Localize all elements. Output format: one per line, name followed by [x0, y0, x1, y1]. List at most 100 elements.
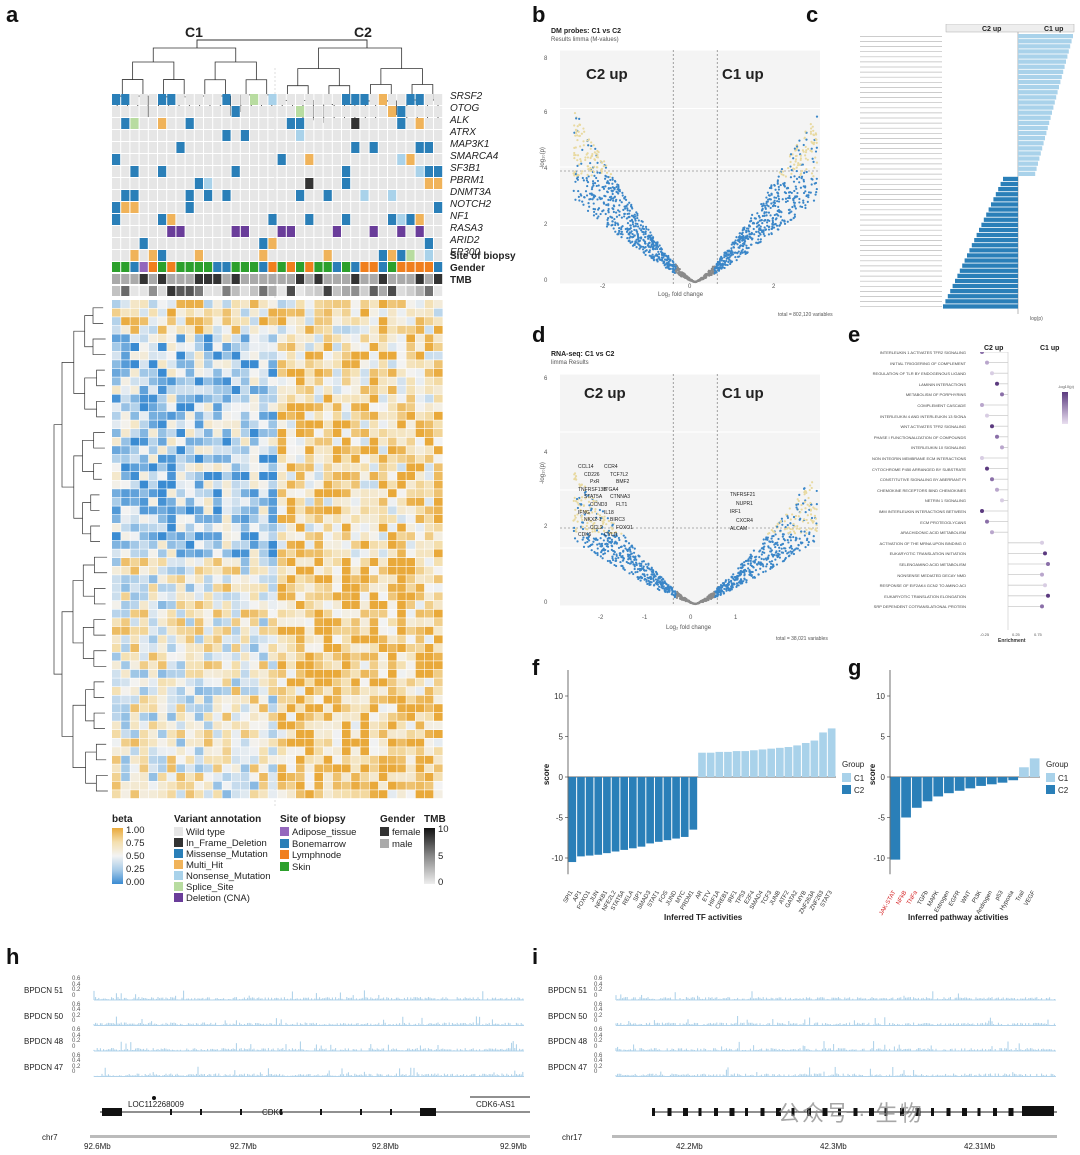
heatmap-cell	[324, 360, 333, 368]
heatmap-cell	[370, 635, 379, 643]
mutation-cell	[259, 106, 267, 117]
gender-cell	[213, 274, 221, 284]
heatmap-cell	[130, 653, 139, 661]
volcano-point	[596, 198, 598, 200]
mutation-cell	[121, 130, 129, 141]
volcano-point	[647, 229, 649, 231]
heatmap-cell	[425, 721, 434, 729]
heatmap-cell	[296, 395, 305, 403]
mutation-cell	[232, 142, 240, 153]
volcano-point	[802, 149, 804, 151]
volcano-point	[581, 521, 583, 523]
heatmap-cell	[268, 369, 277, 377]
legend-swatch	[280, 839, 289, 848]
heatmap-cell	[250, 300, 259, 308]
mutation-cell	[140, 178, 148, 189]
volcano-point	[789, 507, 791, 509]
heatmap-cell	[222, 773, 231, 781]
tmb-colorbar	[424, 828, 435, 884]
volcano-point	[709, 270, 711, 272]
volcano-point	[780, 216, 782, 218]
heatmap-cell	[213, 610, 222, 618]
mutation-cell	[149, 154, 157, 165]
heatmap-cell	[158, 687, 167, 695]
mutation-cell	[232, 178, 240, 189]
volcano-point	[632, 573, 634, 575]
heatmap-cell	[186, 472, 195, 480]
mutation-cell	[259, 226, 267, 237]
mutation-cell	[360, 166, 368, 177]
mutation-cell	[232, 130, 240, 141]
heatmap-cell	[388, 326, 397, 334]
heatmap-cell	[425, 343, 434, 351]
heatmap-cell	[388, 747, 397, 755]
mutation-cell	[140, 226, 148, 237]
mutation-cell	[232, 154, 240, 165]
heatmap-cell	[379, 481, 388, 489]
mutation-cell	[434, 226, 442, 237]
heatmap-cell	[112, 429, 121, 437]
heatmap-cell	[195, 446, 204, 454]
mutation-cell	[434, 166, 442, 177]
heatmap-cell	[333, 678, 342, 686]
volcano-point	[760, 238, 762, 240]
heatmap-cell	[360, 317, 369, 325]
dendrogram-branch	[83, 503, 91, 534]
mutation-cell	[204, 118, 212, 129]
volcano-point	[799, 163, 801, 165]
heatmap-cell	[416, 532, 425, 540]
volcano-point	[739, 232, 741, 234]
heatmap-cell	[397, 317, 406, 325]
heatmap-cell	[305, 644, 314, 652]
mutation-cell	[204, 238, 212, 249]
heatmap-cell	[287, 377, 296, 385]
dendrogram-branch	[153, 48, 236, 62]
volcano-point	[764, 226, 766, 228]
volcano-point	[593, 196, 595, 198]
volcano-point	[615, 211, 617, 213]
mutation-cell	[434, 250, 442, 261]
heatmap-cell	[250, 446, 259, 454]
volcano-point	[662, 253, 664, 255]
heatmap-cell	[167, 498, 176, 506]
volcano-point	[593, 202, 595, 204]
heatmap-cell	[250, 429, 259, 437]
mutation-cell	[388, 106, 396, 117]
heatmap-cell	[158, 438, 167, 446]
gene-label: PBRM1	[450, 175, 484, 186]
heatmap-cell	[379, 730, 388, 738]
mutation-cell	[176, 202, 184, 213]
mutation-cell	[324, 166, 332, 177]
volcano-point	[802, 163, 804, 165]
heatmap-cell	[195, 627, 204, 635]
mutation-cell	[121, 190, 129, 201]
pathway-bar	[1018, 141, 1044, 145]
volcano-point	[657, 251, 659, 253]
heatmap-cell	[342, 730, 351, 738]
mutation-cell	[397, 214, 405, 225]
heatmap-cell	[287, 601, 296, 609]
mutation-cell	[351, 202, 359, 213]
heatmap-cell	[305, 300, 314, 308]
heatmap-cell	[287, 300, 296, 308]
heatmap-cell	[434, 412, 443, 420]
gene-label: SMARCA4	[450, 151, 498, 162]
heatmap-cell	[388, 309, 397, 317]
heatmap-cell	[296, 489, 305, 497]
heatmap-cell	[425, 506, 434, 514]
heatmap-cell	[434, 317, 443, 325]
pathway-bar	[1018, 136, 1045, 140]
volcano-point	[699, 279, 701, 281]
volcano-point	[612, 186, 614, 188]
heatmap-cell	[140, 661, 149, 669]
volcano-point	[633, 225, 635, 227]
volcano-point	[603, 203, 605, 205]
heatmap-cell	[287, 773, 296, 781]
heatmap-cell	[416, 326, 425, 334]
heatmap-cell	[351, 713, 360, 721]
heatmap-cell	[213, 334, 222, 342]
volcano-point	[795, 515, 797, 517]
heatmap-cell	[186, 653, 195, 661]
heatmap-cell	[287, 524, 296, 532]
volcano-point	[611, 544, 613, 546]
